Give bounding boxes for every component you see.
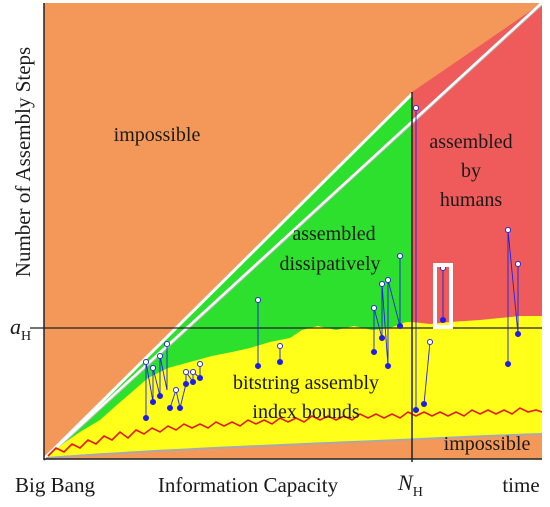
trajectory-node-hollow bbox=[370, 304, 378, 312]
trajectory-node-hollow bbox=[156, 352, 164, 360]
trajectory-node-filled bbox=[176, 404, 184, 412]
trajectory-path bbox=[423, 341, 431, 405]
ah-marker-sub: H bbox=[21, 329, 31, 344]
lower-gray-curve bbox=[45, 433, 543, 459]
trajectory-node-filled bbox=[504, 360, 512, 368]
trajectory-node-hollow bbox=[163, 340, 171, 348]
x-axis-end-label: time bbox=[502, 473, 539, 497]
trajectory-path bbox=[507, 229, 519, 364]
trajectory-node-filled bbox=[514, 330, 522, 338]
impossible-lower-label: impossible bbox=[444, 433, 531, 455]
highlight-box bbox=[433, 263, 453, 329]
trajectory-node-filled bbox=[412, 406, 420, 414]
trajectory-node-hollow bbox=[182, 368, 190, 376]
trajectory-node-filled bbox=[370, 348, 378, 356]
trajectory-node-filled bbox=[254, 362, 262, 370]
nh-marker-sub: H bbox=[413, 485, 423, 500]
trajectory-node-filled bbox=[420, 400, 428, 408]
trajectory-node-hollow bbox=[504, 226, 512, 234]
trajectory-node-filled bbox=[142, 414, 150, 422]
trajectory-path bbox=[145, 344, 168, 418]
ah-marker: aH bbox=[10, 314, 31, 344]
nh-marker-base: N bbox=[397, 470, 414, 495]
humans-label-line1: assembled bbox=[429, 131, 512, 153]
trajectory-node-hollow bbox=[276, 342, 284, 350]
lower-diagonal-boundary bbox=[42, 92, 414, 461]
bounds-label-line1: bitstring assembly bbox=[233, 372, 379, 394]
trajectory-path bbox=[373, 256, 401, 367]
trajectory-node-filled bbox=[276, 358, 284, 366]
trajectory-node-hollow bbox=[384, 276, 392, 284]
dissipative-label-line2: dissipatively bbox=[279, 253, 380, 275]
x-axis-middle-label: Information Capacity bbox=[158, 473, 339, 497]
trajectory-node-hollow bbox=[412, 104, 420, 112]
trajectory-node-hollow bbox=[396, 252, 404, 260]
humans-label-line2: by bbox=[461, 160, 481, 182]
trajectory-node-filled bbox=[196, 374, 204, 382]
trajectory-node-filled bbox=[166, 404, 174, 412]
trajectory-node-filled bbox=[378, 334, 386, 342]
bounds-label-line2: index bounds bbox=[252, 401, 359, 423]
trajectory-node-hollow bbox=[189, 368, 197, 376]
trajectory-node-filled bbox=[189, 378, 197, 386]
ah-marker-base: a bbox=[10, 314, 21, 339]
impossible-region-lower bbox=[46, 434, 542, 459]
humans-label-line3: humans bbox=[440, 189, 502, 211]
impossible-upper-label: impossible bbox=[114, 124, 201, 146]
trajectory-node-hollow bbox=[426, 338, 434, 346]
trajectory-node-hollow bbox=[149, 364, 157, 372]
trajectories bbox=[142, 104, 522, 422]
dissipative-label-line1: assembled bbox=[292, 223, 375, 245]
trajectory-node-hollow bbox=[254, 296, 262, 304]
trajectory-node-hollow bbox=[142, 358, 150, 366]
nh-marker: NH bbox=[397, 470, 423, 500]
trajectory-node-filled bbox=[156, 392, 164, 400]
trajectory-node-hollow bbox=[514, 260, 522, 268]
trajectory-node-hollow bbox=[378, 280, 386, 288]
upper-diagonal-boundary-edge bbox=[43, 4, 543, 462]
trajectory-node-hollow bbox=[172, 386, 180, 394]
upper-diagonal-boundary bbox=[42, 1, 544, 461]
trajectory-node-filled bbox=[396, 322, 404, 330]
trajectory-node-filled bbox=[384, 362, 392, 370]
red-jagged-line bbox=[47, 407, 543, 457]
trajectory-node-hollow bbox=[196, 360, 204, 368]
y-axis-label: Number of Assembly Steps bbox=[11, 47, 35, 277]
trajectory-node-filled bbox=[439, 316, 447, 324]
x-axis-origin-label: Big Bang bbox=[15, 473, 95, 497]
trajectory-node-filled bbox=[182, 380, 190, 388]
bitstring-bounds-band bbox=[46, 316, 542, 458]
trajectory-node-filled bbox=[149, 398, 157, 406]
